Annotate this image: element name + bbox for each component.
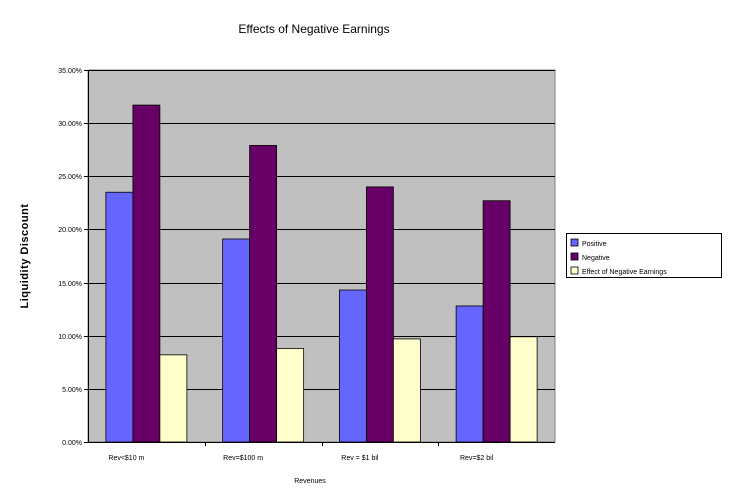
bar	[455, 305, 484, 443]
bar	[338, 289, 367, 443]
x-tick-label: Rev=$2 bil	[460, 455, 494, 462]
y-tick-label: 20.00%	[58, 227, 82, 234]
y-tick-label: 0.00%	[62, 440, 82, 447]
bar	[222, 238, 251, 443]
y-tick-label: 15.00%	[58, 281, 82, 288]
x-tick-label: Rev=$100 m	[223, 455, 263, 462]
y-axis-label: Liquidity Discount	[19, 204, 31, 309]
chart-title: Effects of Negative Earnings	[238, 22, 389, 36]
y-tick-label: 5.00%	[62, 387, 82, 394]
bar	[132, 104, 161, 443]
y-tick-label: 30.00%	[58, 121, 82, 128]
bar	[105, 191, 134, 443]
bar	[509, 336, 538, 443]
plot-area: 0.00% 5.00% 10.00% 15.00% 20.00% 25.00% 30.00%…	[58, 68, 556, 462]
legend-swatch	[570, 266, 579, 275]
legend-swatch	[570, 238, 579, 247]
bar	[392, 338, 421, 443]
y-tick-label: 35.00%	[58, 68, 82, 75]
legend-swatch	[570, 252, 579, 261]
bar	[249, 145, 278, 443]
bar	[365, 186, 394, 443]
legend-box	[566, 233, 722, 278]
x-axis-label: Revenues	[294, 478, 326, 485]
bar	[159, 354, 188, 443]
legend-label: Positive	[582, 241, 607, 248]
x-tick-label: Rev = $1 bil	[341, 455, 379, 462]
x-tick-label: Rev<$10 m	[108, 455, 144, 462]
y-tick-label: 25.00%	[58, 174, 82, 181]
legend-label: Effect of Negative Earnings	[582, 269, 667, 276]
bar	[482, 200, 511, 443]
legend: Positive Negative Effect of Negative Earni…	[566, 233, 722, 278]
legend-label: Negative	[582, 255, 610, 262]
y-tick-label: 10.00%	[58, 334, 82, 341]
bar	[276, 348, 305, 443]
